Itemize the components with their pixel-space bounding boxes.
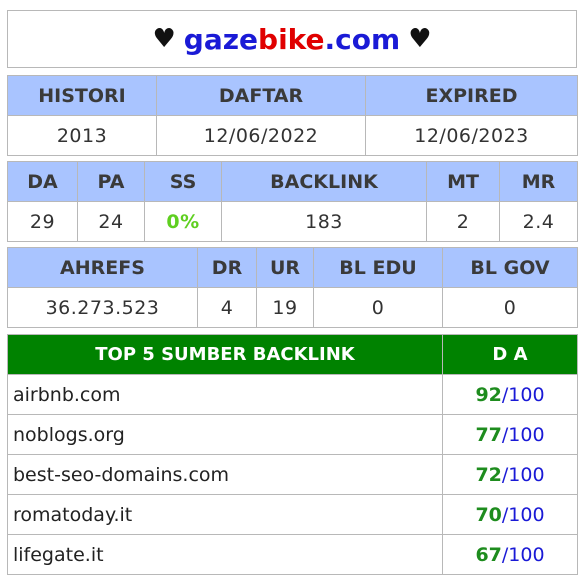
ahrefs-value-row: 36.273.523 4 19 0 0: [7, 287, 578, 328]
site-title: ♥ gazebike.com ♥: [7, 10, 577, 68]
expired-header: EXPIRED: [365, 75, 578, 116]
domain-name-part1: gaze: [183, 22, 259, 56]
dr-header: DR: [197, 247, 257, 288]
daftar-value: 12/06/2022: [156, 115, 366, 156]
backlink-score: 70/100: [442, 494, 578, 535]
heart-icon: ♥: [408, 24, 432, 54]
da-score-header: D A: [442, 334, 578, 375]
backlink-score: 77/100: [442, 414, 578, 455]
backlink-score: 72/100: [442, 454, 578, 495]
backlink-source-title: TOP 5 SUMBER BACKLINK: [7, 334, 443, 375]
histori-header: HISTORI: [7, 75, 157, 116]
bl-gov-header: BL GOV: [442, 247, 578, 288]
backlink-domain[interactable]: noblogs.org: [7, 414, 443, 455]
table-row: best-seo-domains.com 72/100: [7, 454, 578, 495]
registration-header-row: HISTORI DAFTAR EXPIRED: [7, 75, 578, 116]
expired-value: 12/06/2023: [365, 115, 578, 156]
backlink-domain[interactable]: airbnb.com: [7, 374, 443, 415]
metrics-table: DA PA SS BACKLINK MT MR 29 24 0% 183 2 2…: [7, 161, 578, 242]
daftar-header: DAFTAR: [156, 75, 366, 116]
metrics-header-row: DA PA SS BACKLINK MT MR: [7, 161, 578, 202]
dr-value: 4: [197, 287, 257, 328]
backlink-source-table: TOP 5 SUMBER BACKLINK D A airbnb.com 92/…: [7, 334, 578, 575]
pa-header: PA: [77, 161, 145, 202]
table-row: noblogs.org 77/100: [7, 414, 578, 455]
heart-icon: ♥: [152, 24, 176, 54]
backlink-score: 92/100: [442, 374, 578, 415]
backlink-domain[interactable]: best-seo-domains.com: [7, 454, 443, 495]
domain-name[interactable]: gazebike.com: [184, 23, 400, 56]
metrics-value-row: 29 24 0% 183 2 2.4: [7, 201, 578, 242]
ss-header: SS: [144, 161, 222, 202]
table-row: romatoday.it 70/100: [7, 494, 578, 535]
domain-name-part3: .com: [324, 22, 401, 56]
backlink-domain[interactable]: romatoday.it: [7, 494, 443, 535]
bl-edu-header: BL EDU: [313, 247, 443, 288]
registration-table: HISTORI DAFTAR EXPIRED 2013 12/06/2022 1…: [7, 75, 578, 156]
ahrefs-header-row: AHREFS DR UR BL EDU BL GOV: [7, 247, 578, 288]
ahrefs-value: 36.273.523: [7, 287, 198, 328]
backlink-value: 183: [221, 201, 427, 242]
ur-value: 19: [256, 287, 314, 328]
backlink-domain[interactable]: lifegate.it: [7, 534, 443, 575]
da-value: 29: [7, 201, 78, 242]
mr-value: 2.4: [499, 201, 578, 242]
bl-edu-value: 0: [313, 287, 443, 328]
backlink-source-header-row: TOP 5 SUMBER BACKLINK D A: [7, 334, 578, 375]
domain-name-part2: bike: [258, 22, 325, 56]
mt-header: MT: [426, 161, 500, 202]
bl-gov-value: 0: [442, 287, 578, 328]
ur-header: UR: [256, 247, 314, 288]
backlink-header: BACKLINK: [221, 161, 427, 202]
ahrefs-table: AHREFS DR UR BL EDU BL GOV 36.273.523 4 …: [7, 247, 578, 328]
mt-value: 2: [426, 201, 500, 242]
registration-value-row: 2013 12/06/2022 12/06/2023: [7, 115, 578, 156]
ss-value: 0%: [144, 201, 222, 242]
table-row: lifegate.it 67/100: [7, 534, 578, 575]
mr-header: MR: [499, 161, 578, 202]
histori-value: 2013: [7, 115, 157, 156]
da-header: DA: [7, 161, 78, 202]
ahrefs-header: AHREFS: [7, 247, 198, 288]
backlink-score: 67/100: [442, 534, 578, 575]
table-row: airbnb.com 92/100: [7, 374, 578, 415]
pa-value: 24: [77, 201, 145, 242]
